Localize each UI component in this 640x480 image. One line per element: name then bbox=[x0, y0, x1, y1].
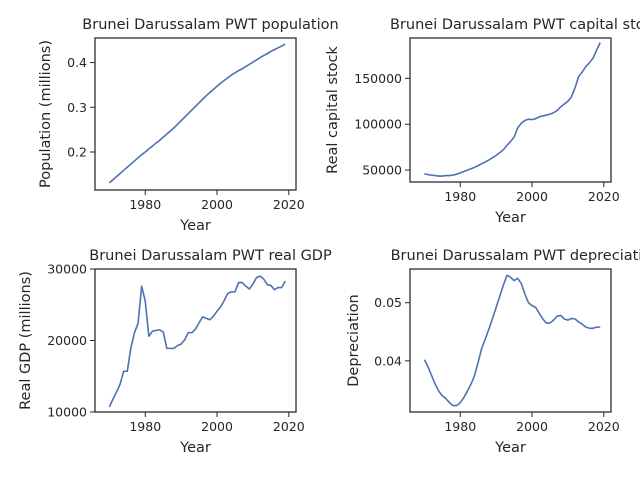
y-axis-label: Real capital stock bbox=[325, 46, 341, 174]
chart-title: Brunei Darussalam PWT capital stock bbox=[390, 17, 640, 33]
x-tick-label: 1980 bbox=[444, 189, 476, 204]
x-tick-label: 1980 bbox=[129, 419, 161, 434]
y-tick-label: 30000 bbox=[47, 262, 87, 277]
x-tick-label: 1980 bbox=[444, 419, 476, 434]
x-tick-label: 2000 bbox=[201, 197, 233, 212]
x-tick-label: 1980 bbox=[129, 197, 161, 212]
x-tick-label: 2020 bbox=[588, 189, 620, 204]
axes-frame bbox=[409, 37, 612, 183]
x-tick-label: 2020 bbox=[273, 419, 305, 434]
series-line bbox=[108, 43, 286, 184]
y-tick-label: 0.05 bbox=[374, 295, 402, 310]
x-tick-label: 2020 bbox=[588, 419, 620, 434]
y-axis-label: Real GDP (millions) bbox=[18, 271, 34, 410]
chart-panel-1: Brunei Darussalam PWT population 1980 2000… bbox=[38, 17, 339, 234]
y-tick-label: 0.4 bbox=[67, 55, 87, 70]
y-tick-label: 20000 bbox=[47, 333, 87, 348]
series-line bbox=[423, 274, 601, 407]
y-tick-label: 0.2 bbox=[67, 145, 87, 160]
y-tick-label: 100000 bbox=[354, 117, 402, 132]
y-axis-label: Depreciation bbox=[346, 294, 362, 387]
x-tick-label: 2000 bbox=[516, 189, 548, 204]
chart-panel-4: Brunei Darussalam PWT depreciation 1980 20… bbox=[346, 248, 640, 456]
y-tick-label: 50000 bbox=[362, 163, 402, 178]
chart-title: Brunei Darussalam PWT real GDP bbox=[89, 248, 332, 264]
series-line bbox=[424, 42, 601, 177]
x-axis-label: Year bbox=[179, 440, 211, 456]
chart-panel-2: Brunei Darussalam PWT capital stock 1980 2… bbox=[325, 17, 640, 226]
y-tick-label: 0.04 bbox=[374, 353, 402, 368]
x-tick-label: 2000 bbox=[516, 419, 548, 434]
chart-panel-3: Brunei Darussalam PWT real GDP 1980 2000 20… bbox=[18, 248, 332, 456]
x-tick-label: 2000 bbox=[201, 419, 233, 434]
chart-title: Brunei Darussalam PWT population bbox=[82, 17, 338, 33]
y-axis-label: Population (millions) bbox=[38, 40, 54, 188]
series-line bbox=[108, 275, 286, 408]
y-tick-label: 0.3 bbox=[67, 100, 87, 115]
x-axis-label: Year bbox=[494, 440, 526, 456]
x-axis-label: Year bbox=[179, 218, 211, 234]
axes-frame bbox=[94, 37, 297, 191]
y-tick-label: 10000 bbox=[47, 405, 87, 420]
axes-frame bbox=[409, 268, 612, 413]
x-tick-label: 2020 bbox=[273, 197, 305, 212]
x-axis-label: Year bbox=[494, 210, 526, 226]
y-tick-label: 150000 bbox=[354, 71, 402, 86]
chart-title: Brunei Darussalam PWT depreciation bbox=[391, 248, 640, 264]
